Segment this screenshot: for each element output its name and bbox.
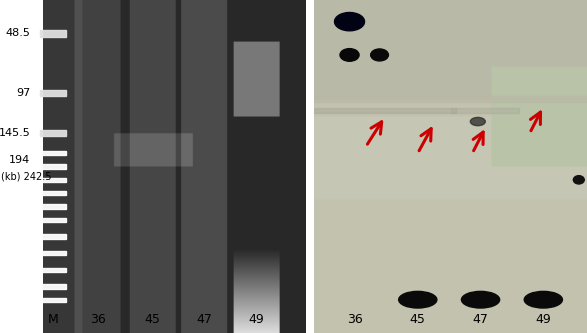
Text: 48.5: 48.5 bbox=[6, 28, 31, 38]
Text: 49: 49 bbox=[248, 313, 264, 326]
Ellipse shape bbox=[573, 176, 584, 184]
Bar bbox=[314, 96, 587, 102]
Ellipse shape bbox=[399, 291, 437, 308]
Bar bbox=[41, 151, 66, 155]
Bar bbox=[41, 130, 66, 136]
Text: 49: 49 bbox=[535, 313, 551, 326]
Text: 36: 36 bbox=[347, 313, 363, 326]
Text: (kb) 242.5: (kb) 242.5 bbox=[1, 171, 51, 181]
Bar bbox=[41, 234, 66, 238]
Text: 47: 47 bbox=[197, 313, 212, 326]
Ellipse shape bbox=[370, 49, 389, 61]
Bar bbox=[451, 108, 519, 113]
Bar bbox=[41, 298, 66, 302]
Bar bbox=[41, 268, 66, 272]
Ellipse shape bbox=[335, 12, 365, 31]
Text: M: M bbox=[48, 313, 59, 326]
Ellipse shape bbox=[340, 49, 359, 61]
Text: 97: 97 bbox=[16, 88, 31, 98]
Bar bbox=[41, 251, 66, 255]
Text: 45: 45 bbox=[144, 313, 161, 326]
Bar bbox=[41, 218, 66, 222]
Ellipse shape bbox=[470, 118, 485, 126]
Bar bbox=[41, 165, 66, 168]
Ellipse shape bbox=[461, 291, 500, 308]
Text: 145.5: 145.5 bbox=[0, 128, 31, 138]
Text: 194: 194 bbox=[9, 155, 31, 165]
Bar bbox=[41, 204, 66, 208]
Text: 47: 47 bbox=[473, 313, 488, 326]
Bar bbox=[41, 191, 66, 195]
Bar bbox=[314, 108, 456, 113]
Bar bbox=[41, 90, 66, 96]
Ellipse shape bbox=[524, 291, 562, 308]
Bar bbox=[41, 284, 66, 288]
Bar bbox=[41, 30, 66, 37]
Text: 36: 36 bbox=[90, 313, 106, 326]
Bar bbox=[41, 178, 66, 182]
Text: 45: 45 bbox=[410, 313, 426, 326]
